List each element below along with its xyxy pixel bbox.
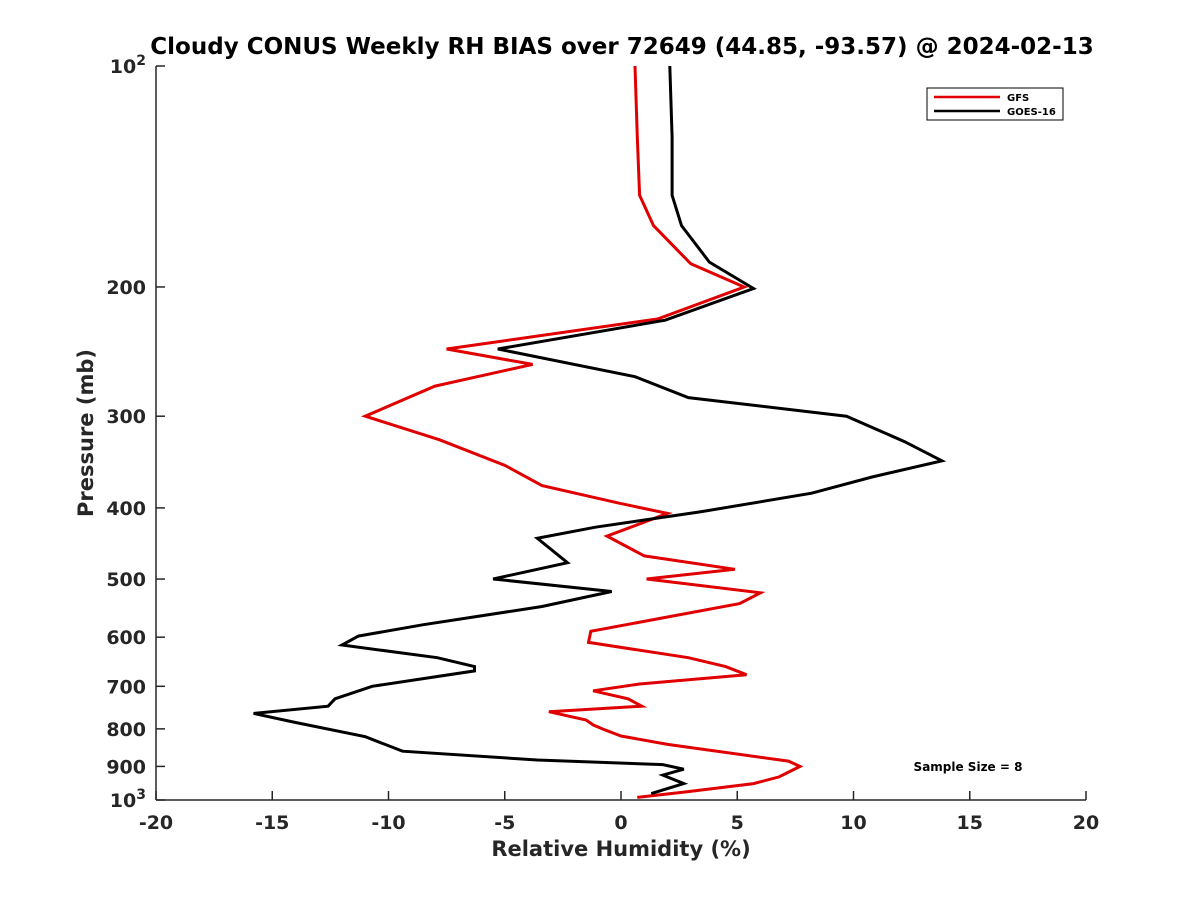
x-axis-ticks: -20 -15 -10 -5 0 5 10 15 20 [139, 791, 1099, 834]
y-tick-label: 300 [106, 406, 146, 428]
x-tick-label: -10 [371, 812, 405, 834]
legend: GFS GOES-16 [926, 87, 1064, 121]
series-line-gfs [361, 65, 804, 799]
x-tick-label: 20 [1073, 812, 1099, 834]
y-tick-label: 900 [106, 756, 146, 778]
y-tick-label: 700 [106, 676, 146, 698]
chart-title: Cloudy CONUS Weekly RH BIAS over 72649 (… [150, 34, 1093, 60]
y-axis-label: Pressure (mb) [74, 349, 98, 517]
y-axis-ticks: 102 200 300 400 500 600 700 800 900 103 [106, 53, 165, 812]
y-tick-label: 800 [106, 719, 146, 741]
x-tick-label: -15 [255, 812, 289, 834]
y-tick-label: 500 [106, 569, 146, 591]
x-tick-label: 15 [957, 812, 983, 834]
x-axis-label: Relative Humidity (%) [491, 837, 750, 861]
x-tick-label: 10 [840, 812, 866, 834]
y-tick-label: 400 [106, 498, 146, 520]
y-tick-label: 103 [110, 787, 146, 812]
legend-label-goes16: GOES-16 [1007, 107, 1056, 118]
y-tick-label: 102 [110, 53, 146, 78]
x-tick-label: -5 [494, 812, 515, 834]
legend-label-gfs: GFS [1007, 93, 1029, 104]
series-line-goes16 [253, 65, 947, 796]
plot-area [253, 65, 947, 799]
x-tick-label: 0 [614, 812, 627, 834]
sample-size-annotation: Sample Size = 8 [914, 760, 1023, 774]
y-tick-label: 600 [106, 627, 146, 649]
y-tick-label: 200 [106, 277, 146, 299]
legend-box [926, 87, 1064, 121]
x-tick-label: 5 [731, 812, 744, 834]
x-tick-label: -20 [139, 812, 173, 834]
